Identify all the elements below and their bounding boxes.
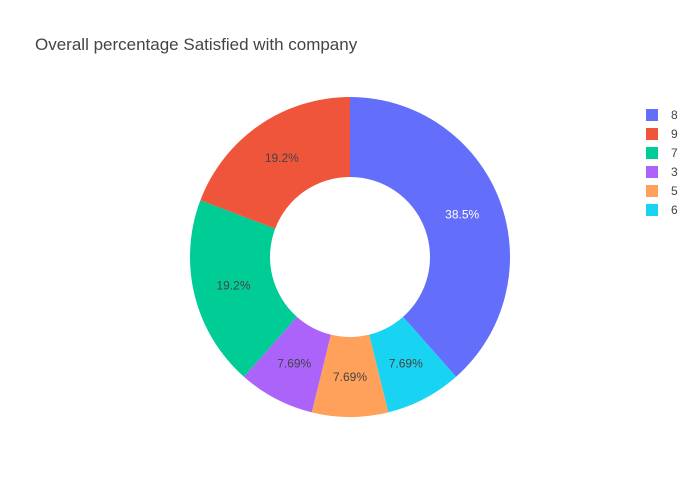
legend-item-5[interactable]: 5 <box>646 184 678 198</box>
slice-label-6: 7.69% <box>389 356 423 370</box>
chart-title: Overall percentage Satisfied with compan… <box>35 35 358 54</box>
slice-8[interactable] <box>350 97 511 377</box>
slice-label-3: 7.69% <box>277 356 311 370</box>
slice-label-9: 19.2% <box>265 151 299 165</box>
legend-item-9[interactable]: 9 <box>646 127 678 141</box>
slice-3[interactable] <box>243 316 331 413</box>
legend-label-6: 6 <box>671 203 678 217</box>
legend: 8 9 7 3 5 6 <box>646 108 678 217</box>
slice-labels: 38.5% 7.69% 7.69% 7.69% 19.2% 19.2% <box>216 151 479 384</box>
legend-item-8[interactable]: 8 <box>646 108 678 122</box>
legend-swatch-9 <box>646 128 658 140</box>
legend-swatch-3 <box>646 166 658 178</box>
legend-swatch-6 <box>646 204 658 216</box>
legend-swatch-8 <box>646 109 658 121</box>
slice-label-5: 7.69% <box>333 370 367 384</box>
legend-item-3[interactable]: 3 <box>646 165 678 179</box>
slice-label-8: 38.5% <box>445 207 479 221</box>
legend-item-6[interactable]: 6 <box>646 203 678 217</box>
legend-label-3: 3 <box>671 165 678 179</box>
legend-label-7: 7 <box>671 146 678 160</box>
slice-6[interactable] <box>369 316 457 413</box>
slice-9[interactable] <box>200 97 350 229</box>
legend-item-7[interactable]: 7 <box>646 146 678 160</box>
slice-5[interactable] <box>311 334 389 417</box>
legend-swatch-7 <box>646 147 658 159</box>
pie-slices <box>189 97 511 417</box>
slice-label-7: 19.2% <box>216 279 250 293</box>
legend-label-8: 8 <box>671 108 678 122</box>
legend-label-9: 9 <box>671 127 678 141</box>
legend-label-5: 5 <box>671 184 678 198</box>
slice-7[interactable] <box>189 200 297 377</box>
legend-swatch-5 <box>646 185 658 197</box>
